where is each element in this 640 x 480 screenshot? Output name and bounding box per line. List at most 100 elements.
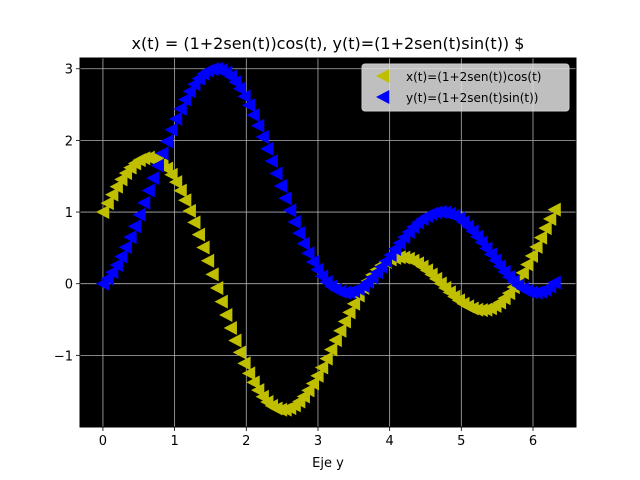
data-point — [228, 74, 242, 89]
data-point — [109, 179, 123, 194]
data-point — [109, 257, 123, 272]
data-point — [196, 240, 210, 255]
data-point — [232, 81, 247, 96]
series-layer — [95, 61, 561, 417]
data-point — [187, 215, 201, 230]
data-point — [333, 323, 347, 338]
data-point — [118, 240, 133, 255]
data-point — [287, 215, 301, 230]
data-point — [127, 219, 142, 234]
legend: x(t)=(1+2sen(t))cos(t) y(t)=(1+2sen(t)si… — [361, 63, 570, 112]
data-point — [524, 248, 538, 263]
data-point — [178, 92, 192, 107]
data-point — [260, 141, 274, 156]
data-point — [241, 98, 256, 113]
data-point — [301, 246, 315, 261]
data-point — [155, 146, 169, 161]
x-tick-label: 6 — [529, 434, 537, 449]
data-point — [342, 305, 356, 320]
data-point — [168, 175, 183, 190]
y-tick-label: 0 — [65, 278, 73, 293]
legend-label-y: y(t)=(1+2sen(t)sin(t)) — [406, 91, 538, 105]
y-tick-label: −1 — [54, 349, 73, 364]
data-point — [533, 230, 548, 245]
data-point — [214, 294, 228, 309]
data-point — [269, 166, 283, 181]
x-tick-label: 4 — [386, 434, 394, 449]
data-point — [146, 171, 160, 186]
y-tick-label: 3 — [65, 63, 73, 78]
data-point — [292, 226, 306, 241]
data-point — [178, 193, 192, 208]
data-point — [105, 265, 119, 280]
data-point — [200, 253, 215, 268]
data-point — [328, 333, 342, 348]
data-point — [191, 227, 206, 242]
legend-marker-y — [376, 90, 390, 104]
x-tick-label: 1 — [170, 434, 178, 449]
data-point — [114, 249, 128, 264]
data-point — [205, 267, 219, 282]
y-tick-label: 2 — [65, 134, 73, 149]
data-point — [241, 366, 256, 381]
x-tick-label: 3 — [314, 434, 322, 449]
data-point — [296, 236, 310, 251]
grid-lines — [80, 58, 576, 427]
data-point — [237, 89, 251, 104]
data-point — [282, 203, 297, 218]
data-point — [219, 308, 233, 323]
data-point — [223, 321, 237, 336]
chart-title: x(t) = (1+2sen(t))cos(t), y(t)=(1+2sen(t… — [132, 34, 525, 53]
data-point — [337, 314, 351, 329]
data-point — [301, 383, 315, 398]
data-point — [273, 178, 288, 193]
data-point — [520, 257, 534, 272]
data-point — [305, 254, 320, 269]
data-point — [141, 183, 155, 198]
data-point — [209, 281, 224, 296]
data-point — [136, 195, 151, 210]
x-tick-label: 0 — [99, 434, 107, 449]
data-point — [251, 383, 265, 398]
ticks: 0 1 2 3 4 5 6 −1 0 1 2 3 — [54, 63, 537, 449]
data-point — [547, 202, 561, 217]
data-point — [123, 230, 137, 245]
data-point — [164, 122, 178, 137]
legend-label-x: x(t)=(1+2sen(t))cos(t) — [406, 70, 541, 84]
data-point — [95, 205, 110, 220]
data-point — [182, 203, 196, 218]
data-point — [319, 351, 333, 366]
data-point — [515, 265, 529, 280]
data-point — [255, 130, 269, 145]
data-point — [173, 183, 187, 198]
x-axis-label: Eje y — [312, 456, 344, 471]
data-point — [232, 345, 247, 360]
data-point — [159, 134, 174, 149]
data-point — [246, 108, 260, 123]
data-point — [168, 111, 183, 126]
legend-marker-x — [376, 69, 390, 83]
data-point — [346, 296, 361, 311]
data-point — [264, 154, 279, 169]
data-point — [100, 196, 114, 211]
data-point — [228, 333, 242, 348]
data-point — [164, 167, 178, 182]
plot-frame — [79, 57, 577, 428]
data-point — [314, 360, 329, 375]
data-point — [251, 118, 265, 133]
y-tick-label: 1 — [65, 206, 73, 221]
data-point — [310, 262, 324, 277]
data-point — [173, 101, 187, 116]
data-point — [310, 368, 324, 383]
data-point — [538, 221, 552, 236]
data-point — [114, 172, 128, 187]
data-point — [237, 356, 251, 371]
data-point — [542, 211, 557, 226]
data-point — [132, 207, 146, 222]
data-point — [278, 191, 292, 206]
data-point — [150, 158, 164, 173]
data-point — [246, 375, 260, 390]
data-point — [305, 376, 320, 391]
x-tick-label: 2 — [242, 434, 250, 449]
